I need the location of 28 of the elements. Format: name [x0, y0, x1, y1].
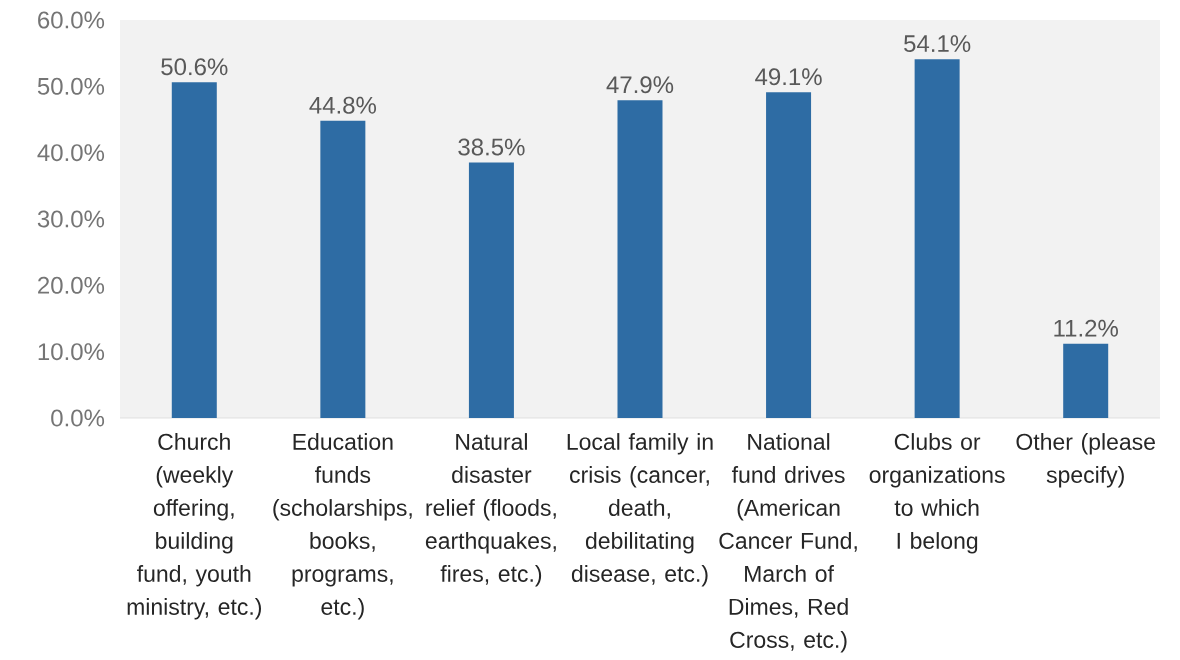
y-tick-label: 10.0%	[38, 343, 105, 361]
data-label: 49.1%	[755, 68, 822, 86]
x-tick-label: Local family in crisis (cancer, death, debilitating disease, etc.)	[567, 433, 713, 587]
bar	[468, 162, 514, 418]
x-tick-label: Other (please specify)	[1016, 433, 1155, 488]
data-label: 44.8%	[309, 96, 377, 114]
x-tick-label: Natural disaster relief (floods, earthquakes, fires, etc.)	[425, 433, 556, 587]
y-tick-label: 50.0%	[37, 77, 105, 95]
data-label: 47.9%	[606, 76, 674, 94]
y-tick-label: 30.0%	[37, 210, 105, 228]
y-tick-label: 0.0%	[51, 409, 105, 427]
bar	[320, 120, 366, 418]
data-label: 54.1%	[904, 35, 971, 53]
data-label: 38.5%	[458, 138, 525, 156]
y-tick-label: 40.0%	[37, 144, 105, 162]
bar	[1063, 343, 1109, 418]
bar	[766, 92, 812, 418]
x-tick-label: Clubs or organizations to which I belong	[869, 433, 1005, 554]
data-label: 50.6%	[161, 58, 228, 76]
bar	[171, 82, 217, 418]
bar	[914, 59, 960, 418]
bar	[617, 100, 663, 418]
y-tick-label: 60.0%	[38, 11, 105, 29]
x-tick-label: National fund drives (American Cancer Fund, March of Dimes, Red Cross, etc.)	[719, 433, 857, 653]
x-tick-label: Education funds (scholarships, books, programs, etc.)	[273, 433, 412, 620]
data-label: 11.2%	[1054, 319, 1118, 337]
y-tick-label: 20.0%	[38, 276, 105, 294]
x-tick-label: Church (weekly offering, building fund, youth ministry, etc.)	[127, 433, 262, 620]
